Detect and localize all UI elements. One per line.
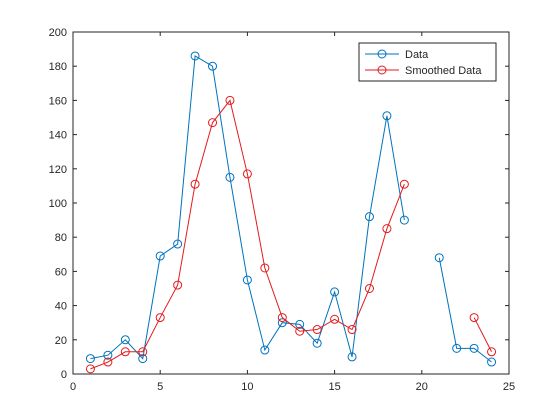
series-2-point xyxy=(120,347,130,357)
series-1-point xyxy=(260,345,270,355)
series-1-point xyxy=(85,354,95,364)
series-1-point xyxy=(347,352,357,362)
series-2-point xyxy=(295,326,305,336)
x-tick-label: 15 xyxy=(328,381,340,393)
series-2-line-2 xyxy=(473,317,493,352)
series-1-point xyxy=(399,215,409,225)
series-1-point xyxy=(138,354,148,364)
series-1-point xyxy=(242,275,252,285)
y-tick-label: 0 xyxy=(61,369,67,381)
series-2-point xyxy=(487,347,497,357)
series-2-line-1 xyxy=(90,99,405,370)
series-2-point xyxy=(103,357,113,367)
series-2-point xyxy=(138,347,148,357)
series-1-point xyxy=(225,172,235,182)
series-2-point xyxy=(364,284,374,293)
series-2-point xyxy=(330,314,340,324)
series-2 xyxy=(85,95,497,374)
x-tick-label: 0 xyxy=(70,381,76,393)
series-2-point xyxy=(190,179,200,189)
series-2-point xyxy=(260,263,270,273)
series-1-point xyxy=(469,343,479,353)
x-tick-label: 5 xyxy=(157,381,163,393)
series-1-point xyxy=(120,335,130,345)
legend-label: Data xyxy=(405,49,429,61)
legend-entry-1: Data xyxy=(365,49,429,61)
series-1-point xyxy=(434,253,444,263)
series-2-point xyxy=(173,280,183,290)
series-2-point xyxy=(155,313,165,323)
series-1-point xyxy=(382,111,392,121)
y-tick-label: 60 xyxy=(55,266,67,278)
y-tick-label: 20 xyxy=(55,335,67,347)
y-tick-label: 160 xyxy=(49,95,67,107)
series-2-point xyxy=(85,364,95,374)
legend-entry-2: Smoothed Data xyxy=(365,65,482,77)
series-1-line-1 xyxy=(90,55,405,360)
series-2-point xyxy=(225,95,235,105)
legend-box xyxy=(358,42,497,82)
series-2-point xyxy=(208,118,218,128)
x-tick-label: 20 xyxy=(416,381,428,393)
series-2-point xyxy=(242,169,252,179)
y-tick-label: 40 xyxy=(55,301,67,313)
series-1-point xyxy=(364,212,374,222)
series-1-point xyxy=(208,61,218,71)
series-2-point xyxy=(399,179,409,189)
y-tick-label: 140 xyxy=(49,130,67,142)
series-1-point xyxy=(190,51,200,61)
series-2-point xyxy=(347,325,357,335)
series-2-point xyxy=(469,313,479,323)
series-2-point xyxy=(382,224,392,234)
plot-area xyxy=(73,32,509,374)
series-1-point xyxy=(173,239,183,249)
series-1-point xyxy=(330,287,340,297)
series-1-point xyxy=(312,338,322,348)
y-tick-label: 120 xyxy=(49,164,67,176)
series-1-point xyxy=(277,318,287,328)
series-1-point xyxy=(103,350,113,360)
series-1-point xyxy=(155,251,165,261)
y-tick-label: 200 xyxy=(49,27,67,39)
y-tick-label: 100 xyxy=(49,198,67,210)
series-1-point xyxy=(295,319,305,329)
axes-layer: 0 5 10 15 20 25 0 20 40 60 80 100 120 140 160 180 200 xyxy=(49,27,515,393)
legend-label: Smoothed Data xyxy=(405,65,482,77)
series-1-point xyxy=(452,343,462,353)
series-1-line-2 xyxy=(438,257,492,363)
y-tick-label: 180 xyxy=(49,61,67,73)
series-layer xyxy=(85,51,497,374)
series-2-point xyxy=(277,313,287,323)
series-1 xyxy=(85,51,497,367)
legend-marker xyxy=(377,65,387,75)
legend-marker xyxy=(377,49,387,59)
series-2-point xyxy=(312,325,322,335)
y-tick-label: 80 xyxy=(55,232,67,244)
x-tick-label: 10 xyxy=(241,381,253,393)
series-1-point xyxy=(487,357,497,367)
x-tick-label: 25 xyxy=(503,381,515,393)
legend: Data Smoothed Data xyxy=(358,42,497,82)
